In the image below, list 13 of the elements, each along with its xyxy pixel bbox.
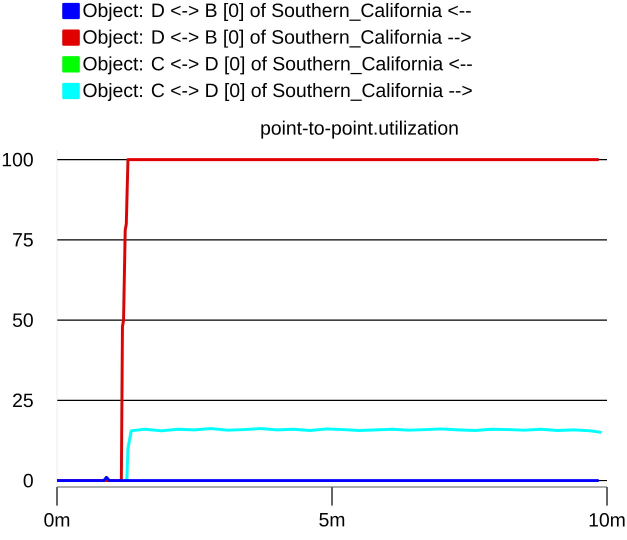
y-tick-label: 0 <box>24 474 33 488</box>
legend-label: Object: C <-> D [0] of Southern_California --> <box>83 82 472 102</box>
legend-label: Object: C <-> D [0] of Southern_California <-- <box>83 56 472 74</box>
legend-label: Object: D <-> B [0] of Southern_California --> <box>83 30 471 48</box>
x-tick-label: 0m <box>44 513 70 527</box>
x-tick-label: 5m <box>319 513 344 527</box>
y-tick-label: 25 <box>13 393 33 408</box>
y-tick-label: 100 <box>2 152 33 166</box>
y-tick-label: 50 <box>12 313 33 327</box>
y-tick-label: 75 <box>13 233 33 247</box>
chart-title: point-to-point.utilization <box>261 120 458 139</box>
x-tick-label: 10m <box>590 513 625 527</box>
legend-label: Object: D <-> B [0] of Southern_California <-- <box>83 2 471 21</box>
